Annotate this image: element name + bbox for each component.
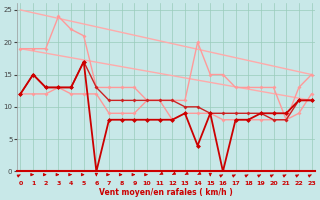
X-axis label: Vent moyen/en rafales ( km/h ): Vent moyen/en rafales ( km/h ) [99,188,233,197]
